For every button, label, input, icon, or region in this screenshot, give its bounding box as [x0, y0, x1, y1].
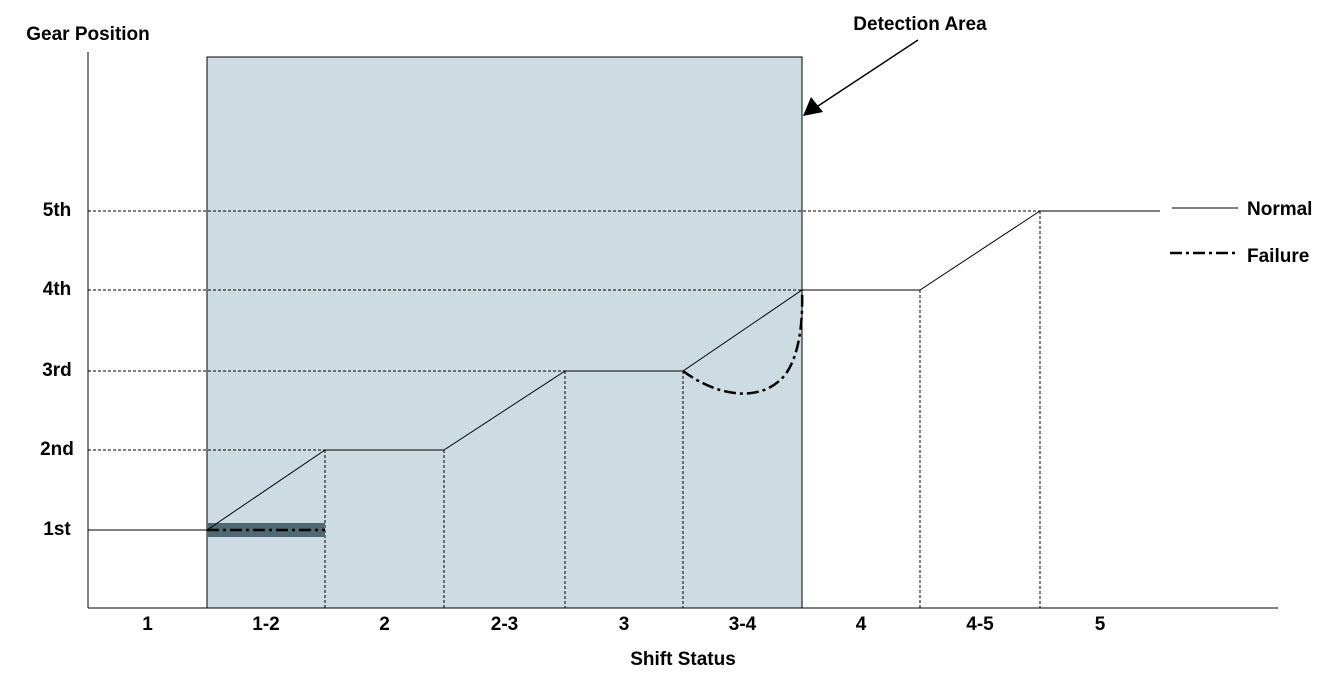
x-label: 2-3 — [491, 614, 518, 635]
x-label: 1 — [142, 614, 153, 635]
detection-area — [206, 56, 803, 609]
x-label: 3 — [619, 614, 630, 635]
x-label: 1-2 — [252, 614, 279, 635]
x-label: 4 — [856, 614, 867, 635]
x-label: 2 — [379, 614, 390, 635]
x-label: 4-5 — [966, 614, 994, 635]
y-label: 1st — [43, 519, 71, 540]
annotation-arrow — [814, 39, 919, 109]
y-label: 3rd — [42, 360, 72, 381]
legend-label: Failure — [1247, 246, 1309, 267]
failure-bar — [207, 523, 325, 537]
arrow-head — [803, 97, 823, 116]
guides — [88, 210, 1041, 608]
legend-label: Normal — [1247, 199, 1312, 220]
y-label: 5th — [43, 200, 72, 221]
annotation: Detection Area — [853, 14, 987, 35]
x-label: 5 — [1095, 614, 1106, 635]
y-label: 2nd — [40, 439, 74, 460]
x-label: 3-4 — [729, 614, 757, 635]
x-axis-title: Shift Status — [630, 649, 736, 670]
normal-line — [88, 210, 1160, 531]
y-label: 4th — [43, 279, 72, 300]
y-axis-title: Gear Position — [26, 24, 150, 45]
failure-curve — [682, 289, 804, 395]
